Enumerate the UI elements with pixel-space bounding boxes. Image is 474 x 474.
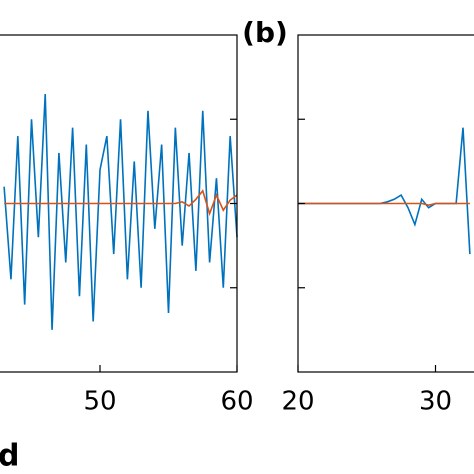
data-line [298,127,471,255]
data-line [3,93,238,330]
x-tick-label: 30 [419,387,452,417]
data-line [298,202,470,207]
x-tick-label: 50 [83,387,116,417]
x-tick-label: 60 [220,387,253,417]
data-line [4,189,238,217]
x-tick-label: 20 [281,387,314,417]
panel-label: d [0,439,19,474]
panel-title: (b) [242,16,288,49]
